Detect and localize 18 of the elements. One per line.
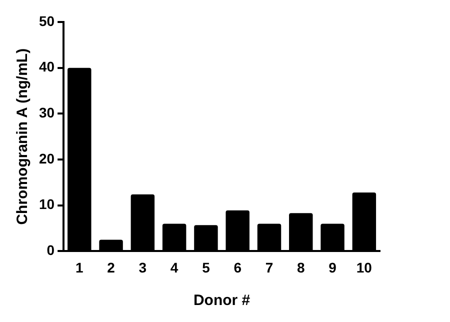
y-tick-label: 50	[38, 12, 55, 29]
x-axis-title: Donor #	[193, 292, 251, 310]
x-tick-label: 9	[328, 259, 337, 276]
x-tick-label: 7	[265, 259, 274, 276]
x-tick-label: 8	[296, 259, 305, 276]
y-tick-label: 20	[38, 150, 55, 166]
y-tick-label: 30	[38, 104, 55, 121]
y-tick-label: 10	[38, 196, 55, 212]
y-tick-label: 0	[46, 242, 55, 258]
x-tick-label: 1	[75, 259, 84, 276]
y-tick-label: 40	[38, 58, 55, 75]
x-tick-label: 3	[138, 259, 147, 276]
x-tick-label: 5	[202, 259, 210, 276]
y-axis-title: Chromogranin A (ng/mL)	[14, 48, 32, 225]
x-tick-label: 4	[170, 259, 178, 276]
x-tick-label: 6	[234, 259, 242, 276]
x-tick-label: 10	[356, 259, 372, 276]
x-tick-label: 2	[107, 259, 116, 276]
